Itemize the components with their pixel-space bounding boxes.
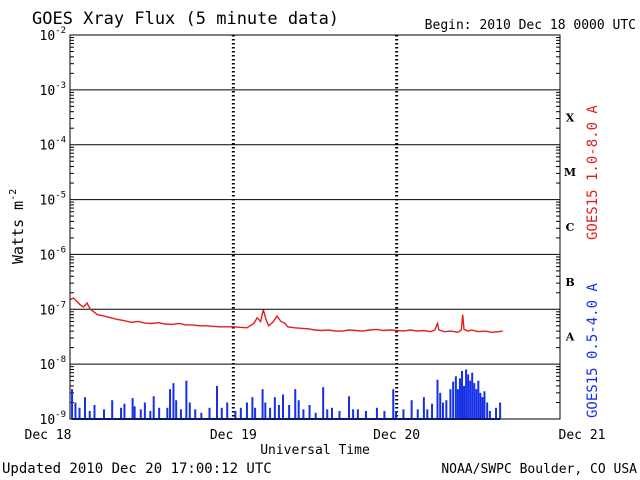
legend-short-channel: GOES15 0.5-4.0 A [585,283,601,418]
series-short-channel [71,369,502,420]
x-tick-label: Dec 20 [373,428,420,443]
y-tick-label: 10-4 [40,136,67,154]
flare-class-x: X [566,111,575,124]
y-tick-label: 10-6 [40,245,67,263]
y-tick-label: 10-9 [40,410,67,428]
plot-frame [69,34,561,420]
series [69,297,503,420]
x-tick-label: Dec 18 [25,428,72,443]
y-tick-labels: 10-9 10-8 10-7 10-6 10-5 10-4 10-3 10-2 [40,26,67,428]
footer-source: NOAA/SWPC Boulder, CO USA [441,462,637,477]
chart-title: GOES Xray Flux (5 minute data) [32,9,339,29]
series-long-channel-line [69,297,503,334]
begin-label: Begin: 2010 Dec 18 0000 UTC [425,18,636,33]
x-tick-labels: Dec 18 Dec 19 Dec 20 Dec 21 [25,428,606,443]
legend-long-channel: GOES15 1.0-8.0 A [585,105,601,240]
flare-class-b: B [565,276,574,289]
grid [70,35,560,419]
x-tick-label: Dec 19 [210,428,257,443]
y-tick-label: 10-3 [40,81,67,99]
x-tick-label: Dec 21 [559,428,606,443]
flare-class-c: C [566,221,575,234]
y-axis-title: Watts m-2 [8,189,27,264]
y-tick-label: 10-5 [40,191,67,209]
flare-class-labels: A B C M X [564,111,576,343]
footer-updated: Updated 2010 Dec 20 17:00:12 UTC [2,461,272,477]
flare-class-a: A [565,331,575,344]
y-tick-label: 10-8 [40,355,67,373]
x-axis-label: Universal Time [260,443,370,458]
y-axis-label: Watts m-2 [8,189,27,264]
y-tick-label: 10-7 [40,300,67,318]
y-tick-label: 10-2 [40,26,67,44]
flare-class-m: M [564,166,576,179]
